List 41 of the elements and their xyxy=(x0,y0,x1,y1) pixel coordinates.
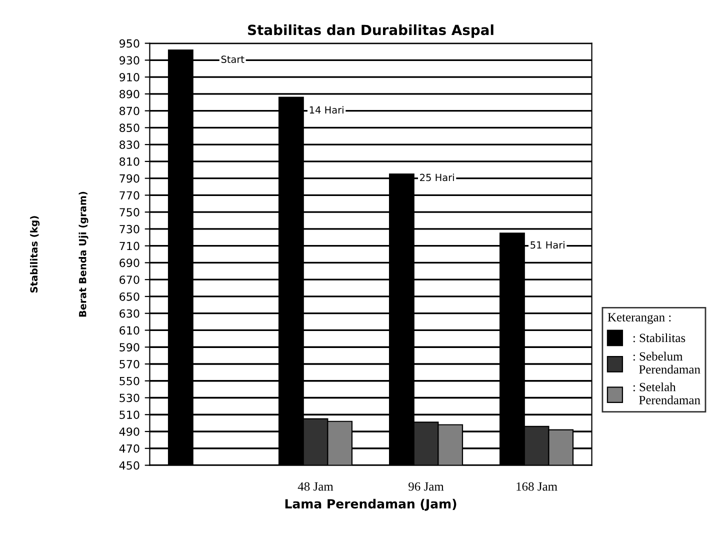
y-tick-label: 450 xyxy=(119,461,140,470)
x-tick-label: 168 Jam xyxy=(516,482,558,491)
text: Stabilitas (kg) xyxy=(30,216,40,292)
y-tick-label: 830 xyxy=(120,140,140,149)
annotation: 25 Hari xyxy=(420,174,454,182)
x-tick-label: 96 Jam xyxy=(408,482,444,491)
legend-label: : Stabilitas xyxy=(633,333,686,342)
y-tick-label: 650 xyxy=(120,292,140,301)
chart-title: Stabilitas dan Durabilitas Aspal xyxy=(248,24,494,38)
y-tick-label: 790 xyxy=(120,174,140,183)
legend-label: : Setelah Perendaman xyxy=(633,382,700,404)
y-tick-label: 550 xyxy=(120,376,140,386)
y-tick-label: 470 xyxy=(119,444,140,453)
y-tick-label: 710 xyxy=(120,242,140,250)
y-axis-title: Berat Benda Uji (gram) xyxy=(78,192,88,317)
annotation: 14 Hari xyxy=(310,106,344,114)
y-tick-label: 670 xyxy=(120,276,140,284)
x-tick-label: 48 Jam xyxy=(298,482,334,491)
y-tick-label: 930 xyxy=(120,56,140,65)
y-tick-label: 530 xyxy=(120,394,140,402)
legend-title: Keterangan : xyxy=(608,313,671,324)
legend-label: : Sebelum Perendaman xyxy=(633,352,700,374)
annotation: 51 Hari xyxy=(530,241,564,249)
annotation: Start xyxy=(221,56,244,63)
y-tick-label: 490 xyxy=(119,427,140,436)
y-tick-label: 890 xyxy=(120,90,140,98)
y-tick-label: 770 xyxy=(120,191,140,200)
y-tick-label: 610 xyxy=(120,326,140,335)
y-tick-label: 870 xyxy=(120,106,140,116)
y-tick-label: 850 xyxy=(120,124,140,132)
y-tick-label: 750 xyxy=(120,208,140,216)
x-axis-title: Lama Perendaman (Jam) xyxy=(285,498,456,511)
y-tick-label: 690 xyxy=(120,258,140,268)
y-tick-label: 730 xyxy=(120,224,140,234)
y-tick-label: 510 xyxy=(120,410,140,419)
y-tick-label: 630 xyxy=(120,309,140,318)
y-tick-label: 810 xyxy=(120,157,140,166)
y-tick-label: 950 xyxy=(120,39,140,48)
y-tick-label: 910 xyxy=(120,73,140,82)
y-tick-label: 570 xyxy=(120,360,140,368)
y-tick-label: 590 xyxy=(120,343,140,352)
